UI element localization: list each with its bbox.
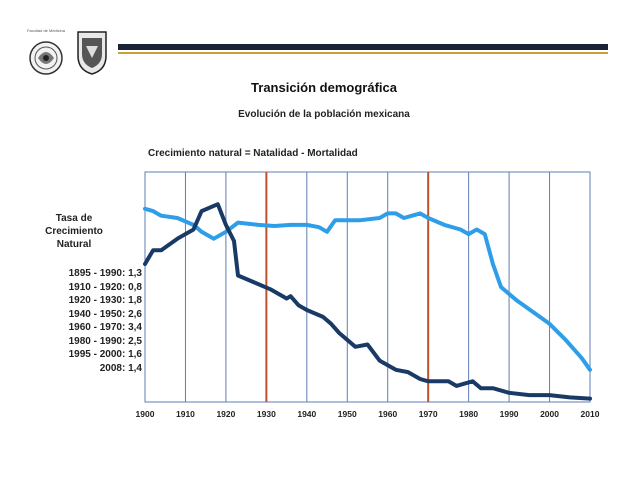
growth-rate-item: 1920 - 1930: 1,8 <box>68 295 142 306</box>
growth-rate-item: 1995 - 2000: 1,6 <box>68 349 142 360</box>
x-tick-label: 2010 <box>581 409 600 419</box>
growth-rate-item: 1895 - 1990: 1,3 <box>68 268 142 279</box>
page-subtitle: Evolución de la población mexicana <box>238 109 410 120</box>
series-line-dark <box>143 202 592 401</box>
x-tick-label: 1920 <box>216 409 235 419</box>
growth-rate-item: 1960 - 1970: 3,4 <box>68 322 142 333</box>
faculty-logo: Facultad de Medicina <box>22 28 70 78</box>
header-accent-line <box>118 52 608 54</box>
growth-rate-item: 1940 - 1950: 2,6 <box>68 308 142 320</box>
x-tick-label: 1950 <box>338 409 357 419</box>
x-tick-label: 1980 <box>459 409 478 419</box>
x-tick-label: 1990 <box>500 409 519 419</box>
x-tick-label: 1970 <box>419 409 438 419</box>
growth-rate-panel: Tasa de Crecimiento Natural 1895 - 1990:… <box>34 212 144 375</box>
x-tick-label: 1930 <box>257 409 276 419</box>
series-line-light <box>143 206 592 372</box>
growth-rate-heading: Tasa de Crecimiento Natural <box>34 212 114 251</box>
x-tick-label: 1910 <box>176 409 195 419</box>
faculty-seal-icon <box>29 41 63 75</box>
university-shield-icon <box>76 28 108 76</box>
x-tick-label: 2000 <box>540 409 559 419</box>
x-tick-label: 1900 <box>136 409 155 419</box>
growth-rate-heading-line: Crecimiento <box>45 226 103 237</box>
chart-note: Crecimiento natural = Natalidad - Mortal… <box>148 148 358 159</box>
faculty-logo-text: Facultad de Medicina <box>26 28 66 33</box>
x-tick-label: 1940 <box>297 409 316 419</box>
growth-rate-item: 1910 - 1920: 0,8 <box>68 281 142 293</box>
page-title: Transición demográfica <box>251 80 397 95</box>
growth-rate-heading-line: Tasa de <box>55 213 93 224</box>
x-tick-label: 1960 <box>378 409 397 419</box>
growth-rate-item: 1980 - 1990: 2,5 <box>68 335 142 347</box>
growth-rate-item: 2008: 1,4 <box>99 362 142 374</box>
header-bar <box>118 44 608 50</box>
growth-rate-heading-line: Natural <box>56 239 92 250</box>
